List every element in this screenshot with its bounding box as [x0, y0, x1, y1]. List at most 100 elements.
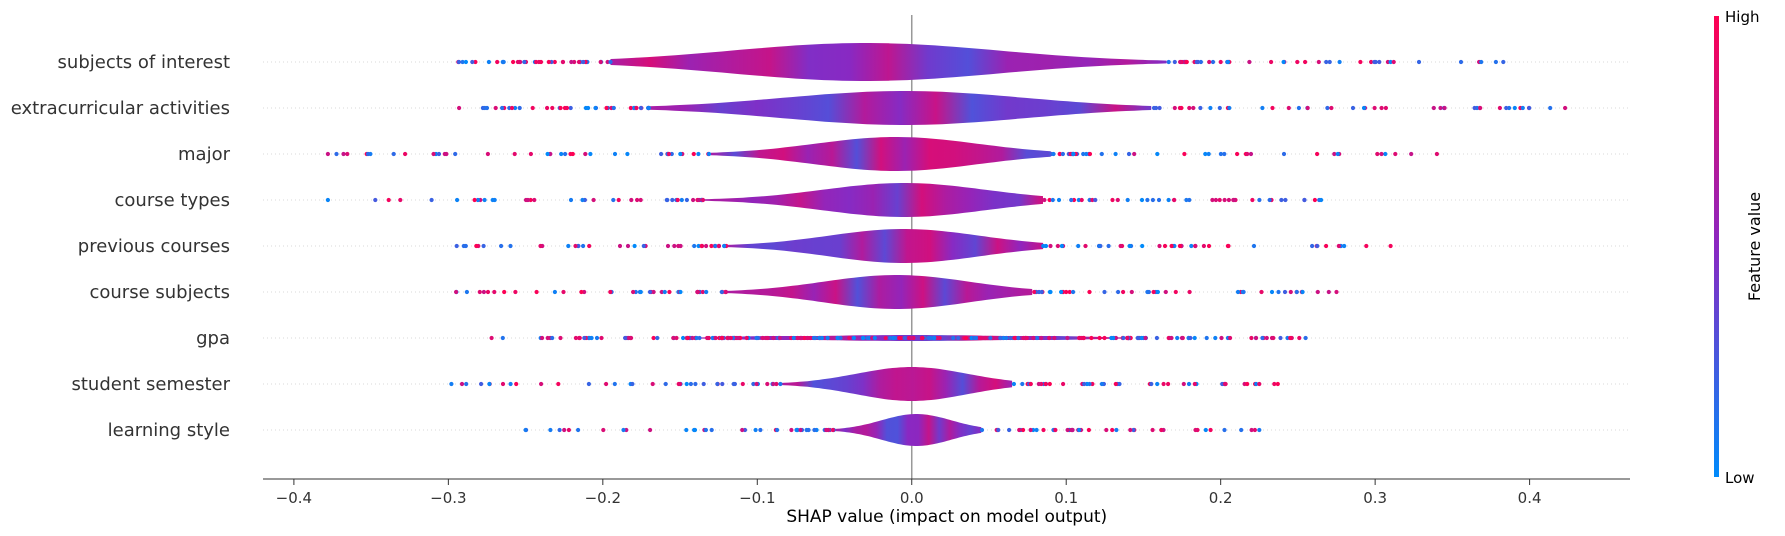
- data-point: [1128, 427, 1133, 433]
- data-point: [1118, 243, 1123, 249]
- data-point: [1060, 151, 1065, 157]
- data-point: [1177, 105, 1182, 111]
- data-point: [1102, 335, 1107, 341]
- data-point: [1222, 381, 1228, 387]
- data-point: [616, 197, 621, 203]
- data-point: [1279, 197, 1284, 203]
- data-point: [1388, 243, 1393, 249]
- data-point: [499, 243, 504, 249]
- x-axis-title: SHAP value (impact on model output): [786, 507, 1107, 527]
- data-point: [1210, 197, 1215, 203]
- data-point: [532, 197, 537, 203]
- colorbar-high-label: High: [1725, 8, 1759, 26]
- data-point: [1434, 151, 1439, 157]
- data-point: [651, 289, 656, 295]
- data-point: [758, 427, 763, 433]
- data-point: [699, 243, 704, 249]
- data-point: [1259, 289, 1264, 295]
- data-point: [1065, 335, 1070, 341]
- data-point: [1479, 59, 1484, 65]
- data-point: [674, 335, 679, 341]
- data-point: [667, 289, 672, 295]
- data-point: [651, 335, 656, 341]
- data-point: [557, 427, 562, 433]
- data-point: [1281, 151, 1287, 157]
- data-point: [725, 335, 730, 341]
- data-point: [1028, 427, 1033, 433]
- data-point: [825, 335, 830, 341]
- data-point: [1497, 105, 1502, 111]
- data-point: [1090, 381, 1095, 387]
- data-point: [580, 197, 585, 203]
- data-point: [464, 381, 469, 387]
- data-point: [487, 381, 492, 387]
- data-point: [1222, 197, 1227, 203]
- colorbar-gradient: [1714, 16, 1719, 477]
- data-point: [1184, 59, 1189, 65]
- data-point: [1342, 243, 1347, 249]
- data-point: [706, 151, 712, 157]
- data-point: [522, 59, 527, 65]
- x-tick-label: −0.4: [276, 489, 312, 507]
- data-point: [1061, 381, 1066, 387]
- data-point: [1227, 105, 1232, 111]
- data-point: [573, 243, 578, 249]
- data-point: [630, 381, 635, 387]
- data-point: [1043, 381, 1048, 387]
- data-point: [1548, 105, 1553, 111]
- data-point: [604, 381, 609, 387]
- feature-label: subjects of interest: [58, 52, 230, 73]
- data-point: [744, 335, 749, 341]
- data-point: [1393, 151, 1398, 157]
- x-axis: −0.4 −0.3 −0.2 −0.1 0.0 0.1 0.2 0.3 0.4: [263, 478, 1630, 507]
- data-point: [1156, 197, 1162, 203]
- data-point: [1252, 427, 1257, 433]
- data-point: [1303, 59, 1308, 65]
- data-point: [1048, 243, 1053, 249]
- data-point: [1181, 381, 1186, 387]
- x-tick-label: 0.3: [1363, 489, 1387, 507]
- data-point: [1222, 427, 1227, 433]
- data-point: [824, 427, 829, 433]
- data-point: [454, 289, 459, 295]
- data-point: [1011, 381, 1017, 387]
- data-point: [1512, 105, 1517, 111]
- data-point: [1024, 335, 1029, 341]
- data-point: [552, 59, 557, 65]
- data-point: [1155, 289, 1160, 295]
- data-point: [1358, 59, 1363, 65]
- data-point: [1269, 335, 1275, 341]
- data-point: [1031, 335, 1036, 341]
- data-point: [888, 335, 893, 341]
- data-point: [1504, 105, 1509, 111]
- data-point: [802, 335, 807, 341]
- data-point: [1082, 381, 1087, 387]
- data-point: [605, 59, 610, 65]
- data-point: [1198, 59, 1203, 65]
- data-point: [492, 289, 497, 295]
- data-point: [534, 289, 539, 295]
- data-point: [1369, 59, 1374, 65]
- data-point: [391, 151, 396, 157]
- data-point: [1150, 197, 1155, 203]
- data-point: [598, 59, 603, 65]
- violin-major: [710, 137, 1051, 171]
- data-point: [1182, 151, 1187, 157]
- data-point: [540, 335, 545, 341]
- data-point: [1272, 381, 1277, 387]
- data-point: [1337, 59, 1342, 65]
- data-point: [1004, 335, 1009, 341]
- data-point: [679, 197, 684, 203]
- feature-label: course types: [115, 190, 230, 211]
- data-point: [1315, 243, 1320, 249]
- data-point: [1372, 105, 1377, 111]
- data-point: [436, 151, 442, 157]
- x-tick-label: 0.0: [900, 489, 924, 507]
- violin-student-semester: [780, 367, 1013, 401]
- data-point: [754, 381, 759, 387]
- x-tick-label: 0.2: [1209, 489, 1233, 507]
- data-point: [431, 151, 436, 157]
- data-point: [713, 335, 718, 341]
- data-point: [1077, 427, 1082, 433]
- data-point: [1329, 105, 1334, 111]
